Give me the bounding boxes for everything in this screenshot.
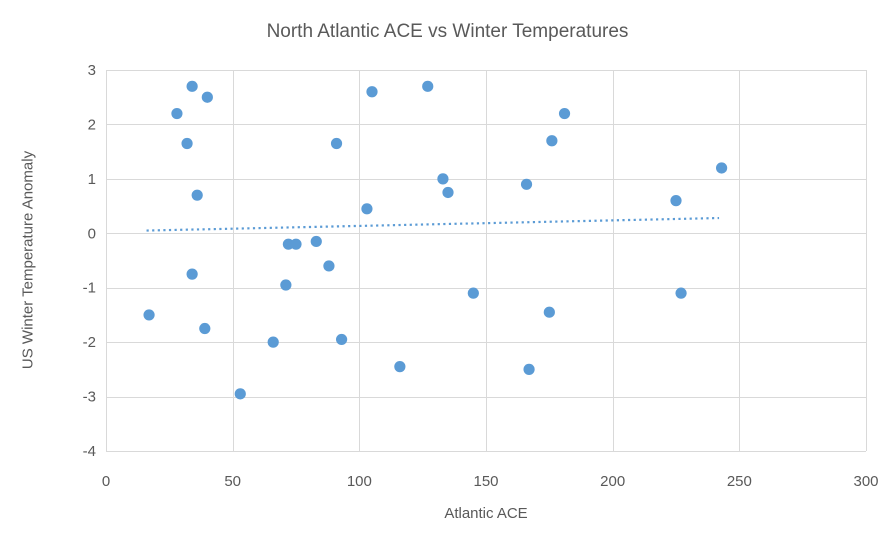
y-tick-label: 0 — [88, 225, 96, 242]
data-point — [442, 186, 454, 199]
data-point — [290, 238, 302, 250]
y-tick-label: -1 — [83, 280, 96, 297]
data-point — [201, 91, 213, 103]
data-point — [186, 80, 198, 92]
data-points-group — [143, 80, 728, 400]
data-point — [422, 80, 434, 92]
data-point — [366, 86, 378, 98]
data-point — [361, 203, 373, 215]
x-tick-label: 150 — [473, 473, 498, 490]
data-point — [234, 388, 246, 400]
x-tick-label: 0 — [102, 473, 110, 490]
x-tick-label: 200 — [600, 473, 625, 490]
x-axis-title: Atlantic ACE — [444, 505, 528, 522]
data-point — [143, 309, 155, 321]
y-tick-label: 3 — [88, 62, 96, 79]
data-point — [675, 287, 687, 299]
data-point — [467, 287, 479, 299]
gridlines-group — [106, 70, 867, 452]
tick-labels-group: 0 50 100 150 200 250 300 3 2 1 0 -1 -2 -3 -4 — [83, 62, 879, 490]
data-point — [280, 279, 292, 291]
y-tick-label: -4 — [83, 443, 96, 460]
data-point — [670, 195, 682, 207]
data-point — [181, 137, 193, 150]
data-point — [323, 260, 335, 272]
y-tick-label: 2 — [88, 116, 96, 133]
data-point — [558, 107, 571, 120]
data-point — [523, 363, 535, 375]
data-point — [336, 333, 348, 346]
x-tick-label: 250 — [727, 473, 752, 490]
data-point — [186, 268, 198, 280]
data-point — [546, 135, 558, 147]
x-tick-label: 300 — [853, 473, 878, 490]
data-point — [394, 361, 406, 373]
data-point — [199, 322, 211, 335]
data-point — [543, 306, 555, 318]
data-point — [330, 137, 343, 150]
data-point — [191, 189, 203, 201]
data-point — [520, 178, 533, 190]
x-tick-label: 50 — [224, 473, 241, 490]
y-tick-label: 1 — [88, 171, 96, 188]
data-point — [267, 336, 279, 348]
y-axis-title: US Winter Temperature Anomaly — [19, 150, 37, 370]
data-point — [171, 107, 183, 120]
data-point — [437, 173, 449, 185]
y-tick-label: -2 — [83, 334, 96, 351]
chart-title: North Atlantic ACE vs Winter Temperature… — [266, 21, 629, 42]
x-tick-label: 100 — [347, 473, 372, 490]
trendline-dotted — [146, 216, 720, 232]
data-point — [310, 235, 322, 248]
y-tick-label: -3 — [83, 389, 96, 406]
data-point — [716, 162, 728, 174]
